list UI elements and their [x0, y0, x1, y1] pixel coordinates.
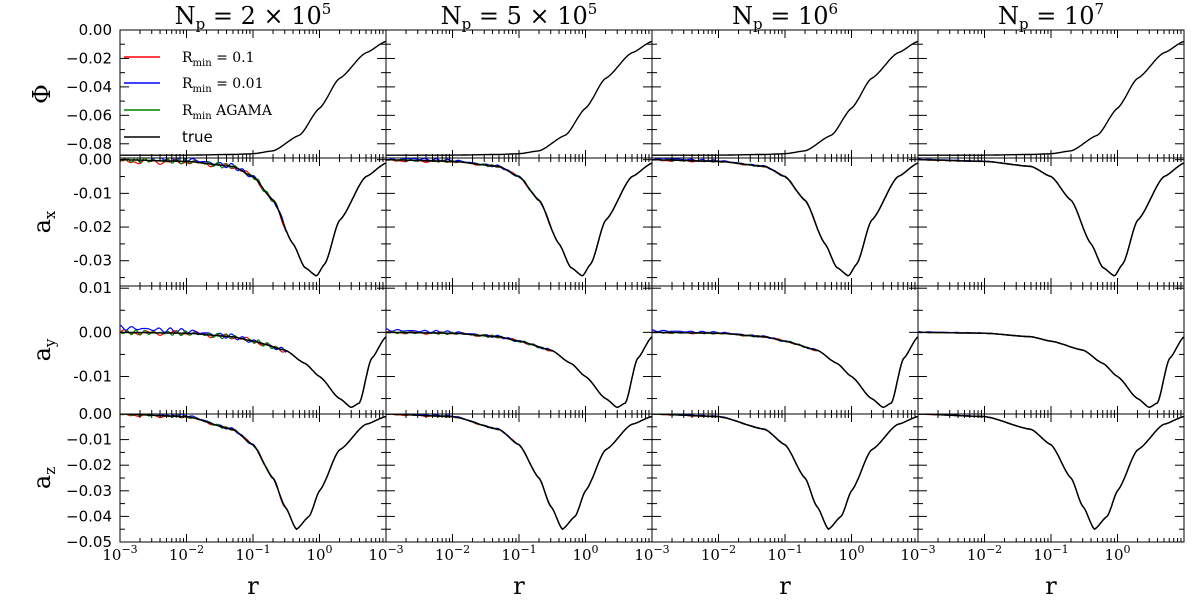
column-title: Np = 2 × 105 — [175, 0, 332, 33]
y-tick-label: -0.01 — [73, 184, 112, 202]
x-tick-label: 10−2 — [169, 543, 204, 564]
x-axis-label: r — [779, 572, 791, 600]
y-axis-label: ay — [28, 338, 59, 361]
y-tick-label: −0.01 — [66, 431, 112, 449]
y-tick-label: −0.02 — [66, 49, 112, 67]
x-axis-label: r — [1045, 572, 1057, 600]
panel-frame — [119, 413, 387, 543]
legend-label: Rmin = 0.01 — [182, 76, 263, 95]
y-tick-label: 0.01 — [79, 279, 112, 297]
y-tick-label: −0.08 — [66, 135, 112, 153]
y-axis-label: ax — [28, 210, 59, 233]
x-tick-label: 10−1 — [235, 543, 270, 564]
x-tick-label: 100 — [572, 543, 598, 564]
column-title: Np = 107 — [998, 0, 1104, 33]
x-tick-label: 10−3 — [102, 543, 137, 564]
panel — [385, 157, 653, 287]
y-tick-label: -0.01 — [73, 367, 112, 385]
y-tick-label: 0.00 — [79, 405, 112, 423]
panel — [385, 285, 653, 415]
panel-frame — [917, 157, 1185, 287]
legend-label: true — [182, 128, 213, 146]
panel-frame — [651, 157, 919, 287]
true-line — [120, 331, 386, 409]
y-tick-label: −0.04 — [66, 507, 112, 525]
x-tick-label: 100 — [1104, 543, 1130, 564]
panel — [917, 157, 1185, 287]
panel-frame — [385, 285, 653, 415]
column-title: Np = 5 × 105 — [441, 0, 598, 33]
panel — [385, 413, 653, 543]
true-line — [386, 414, 652, 531]
y-tick-label: 0.00 — [79, 323, 112, 341]
true-line — [120, 414, 386, 531]
panel-frame — [385, 157, 653, 287]
true-line — [652, 414, 918, 531]
true-line — [918, 159, 1184, 277]
panel-frame — [917, 285, 1185, 415]
true-line — [918, 414, 1184, 531]
y-tick-label: −0.06 — [66, 106, 112, 124]
y-tick-label: -0.03 — [73, 252, 112, 270]
panel-frame — [651, 413, 919, 543]
y-axis-label: az — [28, 467, 59, 489]
y-tick-label: −0.05 — [66, 533, 112, 551]
y-axis-label: Φ — [28, 84, 56, 104]
x-tick-label: 10−2 — [967, 543, 1002, 564]
panel — [651, 157, 919, 287]
panel-frame — [119, 29, 387, 159]
panel — [651, 29, 919, 159]
panel-frame — [385, 29, 653, 159]
y-tick-label: −0.02 — [66, 456, 112, 474]
x-tick-label: 10−3 — [634, 543, 669, 564]
true-line — [918, 331, 1184, 409]
y-tick-label: -0.02 — [73, 218, 112, 236]
panel — [119, 157, 387, 287]
panel — [651, 285, 919, 415]
panel — [651, 413, 919, 543]
panel-frame — [651, 29, 919, 159]
true-line — [652, 331, 918, 409]
y-tick-label: −0.03 — [66, 482, 112, 500]
panel — [385, 29, 653, 159]
panel — [119, 285, 387, 415]
x-axis-label: r — [247, 572, 259, 600]
x-axis-label: r — [513, 572, 525, 600]
true-line — [386, 159, 652, 277]
panel — [917, 285, 1185, 415]
y-tick-label: −0.04 — [66, 78, 112, 96]
panel-frame — [917, 413, 1185, 543]
x-tick-label: 10−1 — [1033, 543, 1068, 564]
true-line — [120, 159, 386, 277]
x-tick-label: 100 — [306, 543, 332, 564]
x-tick-label: 10−1 — [501, 543, 536, 564]
y-tick-label: 0.00 — [79, 21, 112, 39]
true-line — [652, 159, 918, 277]
panel — [917, 413, 1185, 543]
x-tick-label: 10−2 — [701, 543, 736, 564]
x-tick-label: 100 — [838, 543, 864, 564]
x-tick-label: 10−3 — [368, 543, 403, 564]
panel — [119, 29, 387, 159]
true-line — [386, 331, 652, 409]
x-tick-label: 10−2 — [435, 543, 470, 564]
panel-frame — [651, 285, 919, 415]
panel-frame — [917, 29, 1185, 159]
panel-frame — [119, 285, 387, 415]
y-tick-label: 0.00 — [79, 151, 112, 169]
x-tick-label: 10−1 — [767, 543, 802, 564]
panel — [917, 29, 1185, 159]
panel-frame — [385, 413, 653, 543]
x-tick-label: 10−3 — [900, 543, 935, 564]
column-title: Np = 106 — [732, 0, 838, 33]
panel — [119, 413, 387, 543]
